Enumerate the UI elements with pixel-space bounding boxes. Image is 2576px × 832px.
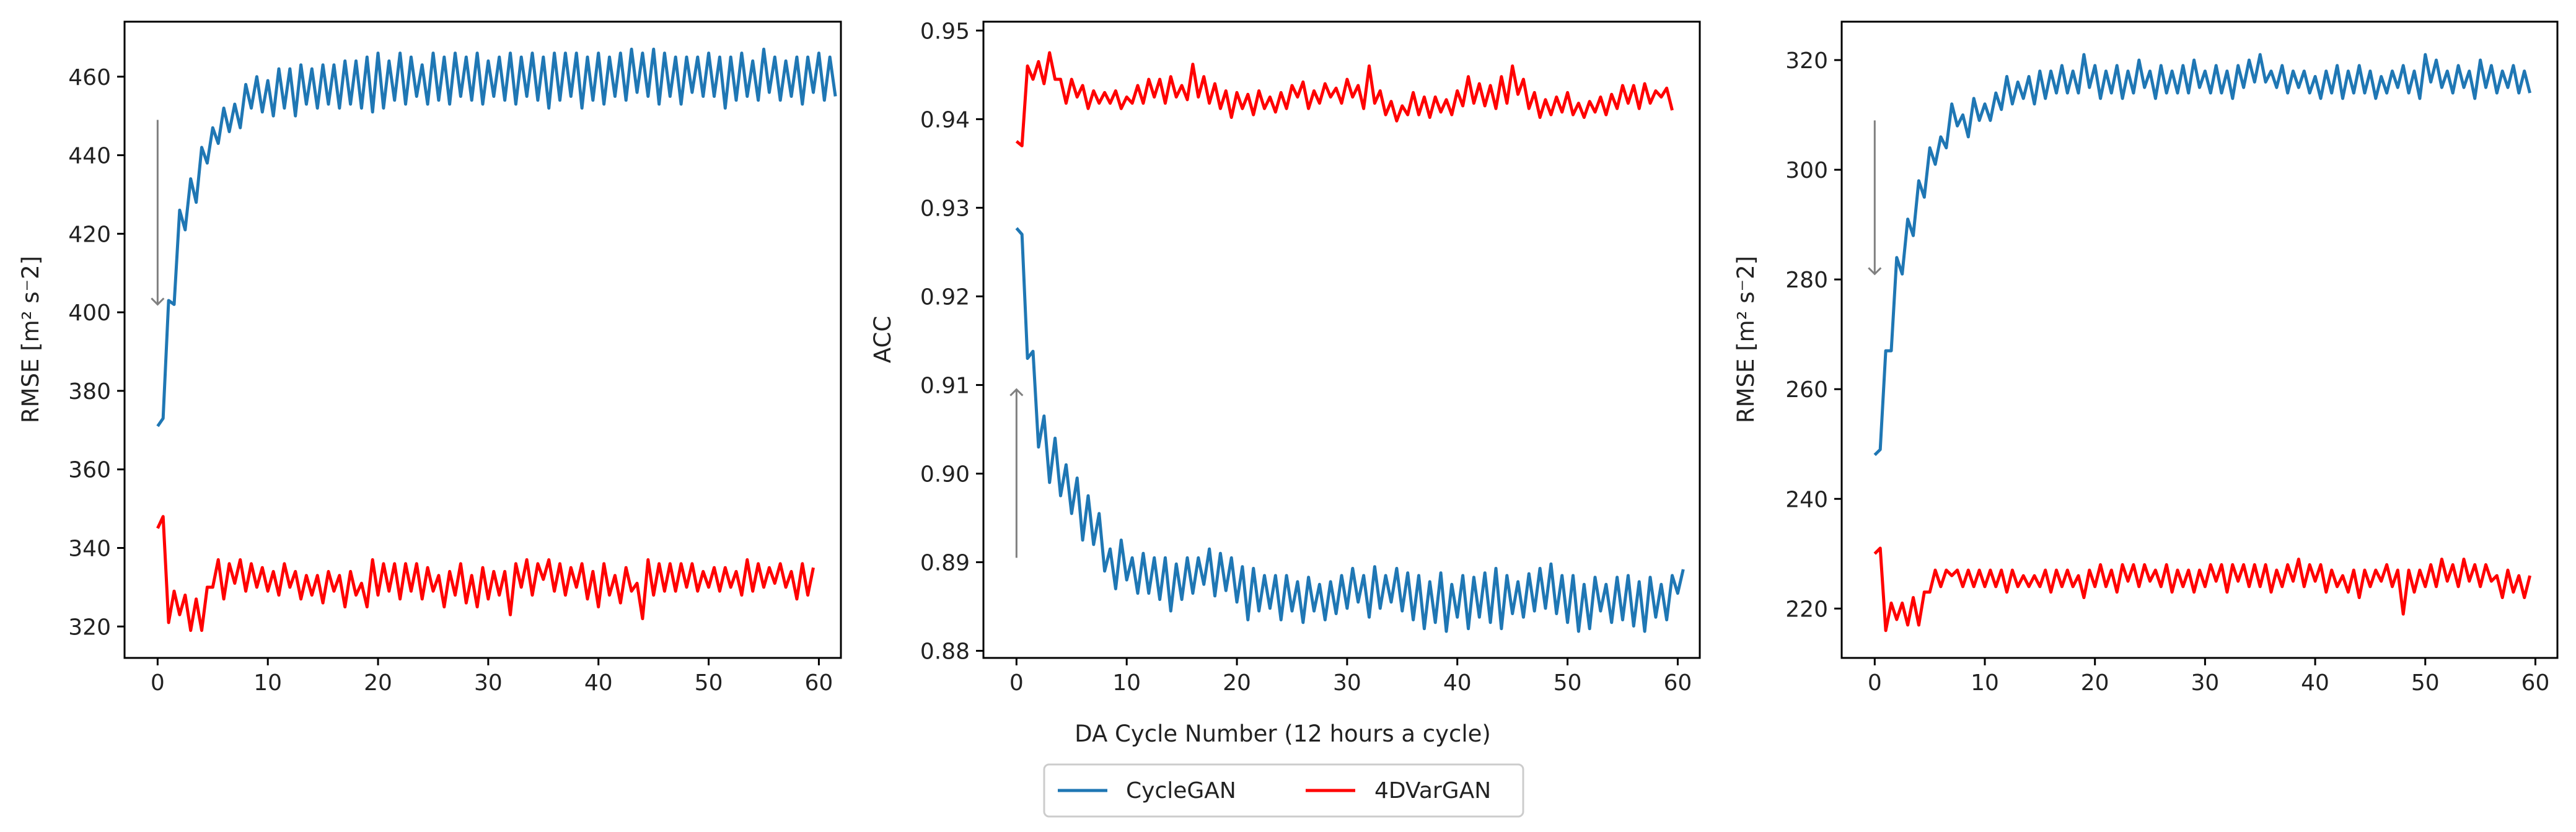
- y-axis-label: RMSE [m² s⁻2]: [17, 256, 44, 423]
- legend-label-4dvargan: 4DVarGAN: [1374, 778, 1491, 804]
- y-tick-label: 0.91: [920, 373, 970, 398]
- x-tick-label: 10: [253, 670, 282, 696]
- x-tick-label: 60: [1664, 670, 1692, 696]
- x-tick-label: 20: [2081, 670, 2109, 696]
- series-line-cyclegan: [156, 47, 837, 427]
- series-layer: [1873, 53, 2532, 633]
- series-line-cyclegan: [1873, 53, 2532, 457]
- x-tick-label: 10: [1112, 670, 1141, 696]
- y-tick-label: 220: [1785, 597, 1828, 622]
- plot-frame: [123, 20, 842, 659]
- y-tick-label: 380: [68, 379, 111, 405]
- plot-frame: [1840, 20, 2559, 659]
- x-tick-label: 0: [1868, 670, 1882, 696]
- x-tick-label: 40: [584, 670, 613, 696]
- legend-label-cyclegan: CycleGAN: [1126, 778, 1236, 804]
- y-tick-label: 320: [1785, 48, 1828, 74]
- x-axis-label: DA Cycle Number (12 hours a cycle): [1075, 720, 1491, 747]
- y-tick-label: 260: [1785, 377, 1828, 403]
- x-tick-label: 50: [695, 670, 723, 696]
- y-tick-label: 440: [68, 144, 111, 169]
- y-tick-label: 0.88: [920, 639, 970, 665]
- plot-frame: [982, 20, 1701, 659]
- x-tick-label: 60: [805, 670, 833, 696]
- x-tick-label: 20: [364, 670, 392, 696]
- y-tick-label: 240: [1785, 487, 1828, 512]
- y-tick-label: 400: [68, 300, 111, 326]
- y-tick-label: 340: [68, 536, 111, 561]
- x-tick-label: 30: [1333, 670, 1361, 696]
- x-tick-label: 50: [2411, 670, 2440, 696]
- series-line-4dvargan: [1873, 546, 2532, 633]
- x-tick-label: 0: [151, 670, 165, 696]
- y-tick-label: 0.89: [920, 551, 970, 576]
- y-tick-label: 0.90: [920, 462, 970, 487]
- y-tick-label: 420: [68, 222, 111, 247]
- x-tick-label: 50: [1554, 670, 1582, 696]
- series-layer: [156, 47, 837, 633]
- x-tick-label: 10: [1971, 670, 1999, 696]
- y-axis-label: ACC: [869, 316, 896, 363]
- y-axis-label: RMSE [m² s⁻2]: [1733, 256, 1759, 423]
- series-layer: [1015, 51, 1685, 633]
- x-tick-label: 20: [1223, 670, 1251, 696]
- ticks-layer: 0 10 20 30 40 50 60 220 240 260 280 300 320: [1785, 48, 2549, 696]
- y-tick-label: 0.93: [920, 196, 970, 221]
- y-tick-label: 0.95: [920, 19, 970, 44]
- chart-panel-1: 0 10 20 30 40 50 60 320 340 360 380 400 420 440 460 RM…: [17, 20, 842, 696]
- y-tick-label: 280: [1785, 268, 1828, 293]
- y-tick-label: 320: [68, 615, 111, 640]
- x-tick-label: 30: [2191, 670, 2219, 696]
- ticks-layer: 0 10 20 30 40 50 60 320 340 360 380 400 420 440 460: [68, 65, 833, 696]
- legend: CycleGAN 4DVarGAN: [1043, 763, 1524, 818]
- y-tick-label: 0.94: [920, 107, 970, 133]
- legend-frame: [1043, 763, 1524, 818]
- x-tick-label: 0: [1009, 670, 1024, 696]
- y-tick-label: 300: [1785, 158, 1828, 183]
- y-tick-label: 360: [68, 458, 111, 483]
- x-tick-label: 40: [1443, 670, 1472, 696]
- ticks-layer: 0 10 20 30 40 50 60 0.88 0.89 0.90 0.91 0.92 0.93 0.9…: [920, 19, 1692, 696]
- y-tick-label: 460: [68, 65, 111, 90]
- chart-panel-3: 0 10 20 30 40 50 60 220 240 260 280 300 320 RMSE [m²…: [1733, 20, 2559, 696]
- y-tick-label: 0.92: [920, 284, 970, 310]
- x-tick-label: 40: [2301, 670, 2329, 696]
- series-line-4dvargan: [156, 515, 815, 633]
- series-line-4dvargan: [1015, 51, 1674, 147]
- x-tick-label: 30: [474, 670, 503, 696]
- x-tick-label: 60: [2521, 670, 2550, 696]
- chart-panel-2: 0 10 20 30 40 50 60 0.88 0.89 0.90 0.91 0.92 0.93 0.9…: [869, 19, 1701, 696]
- series-line-cyclegan: [1015, 227, 1685, 633]
